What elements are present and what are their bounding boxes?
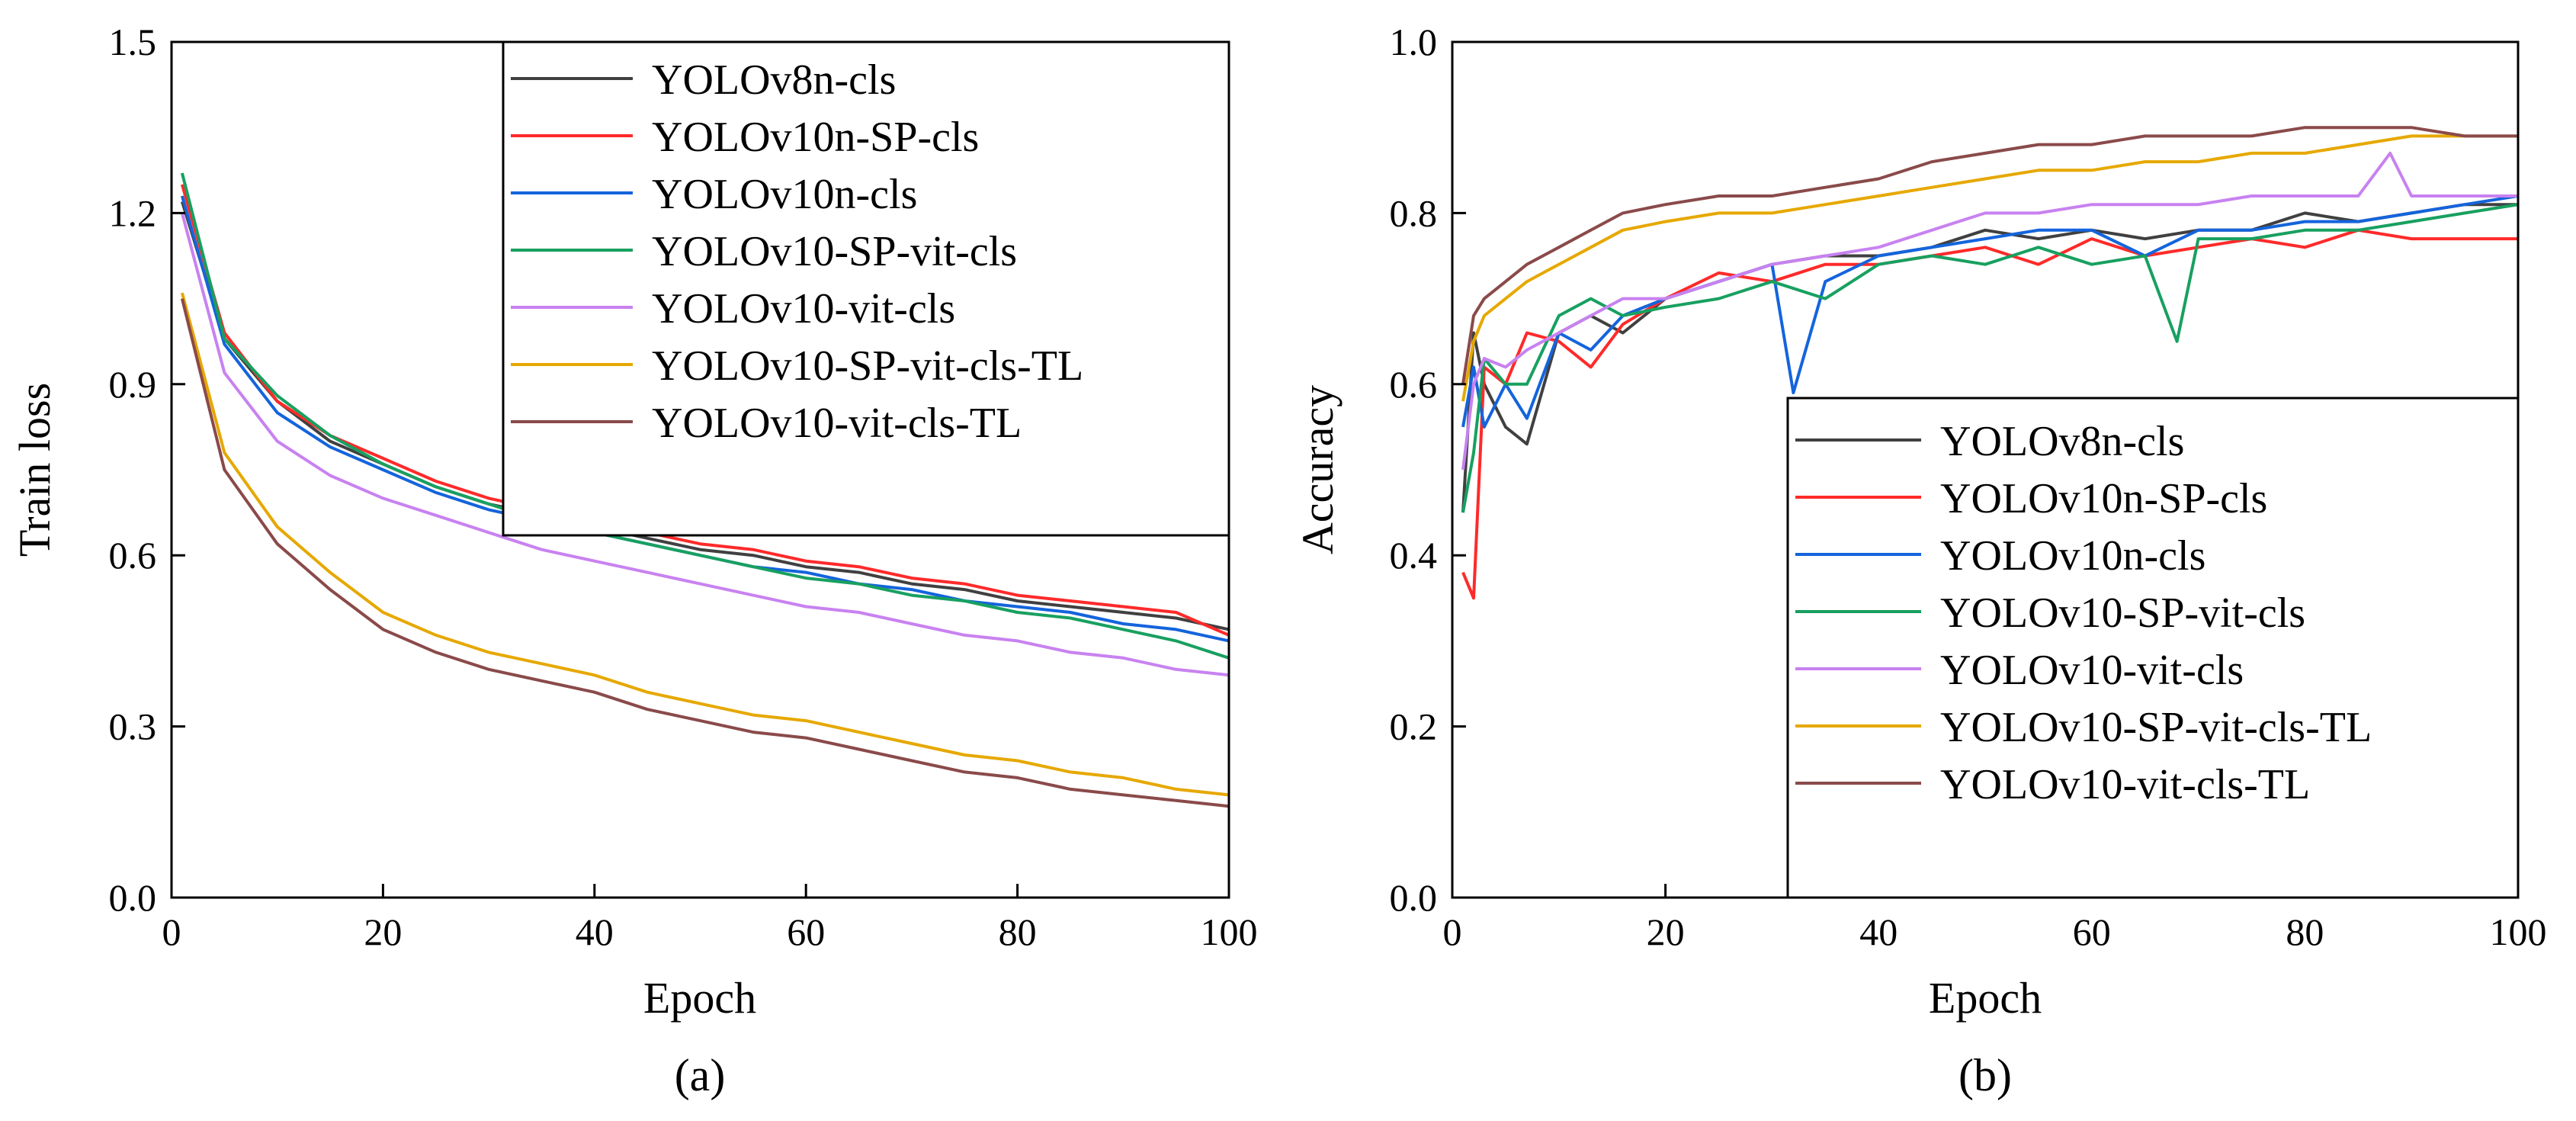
y-tick-label: 0.6: [109, 534, 157, 577]
series-line-yolov10-sp-vit-cls-tl: [1461, 134, 2518, 402]
legend: YOLOv8n-cls YOLOv10n-SP-cls YOLOv10n-cls YO…: [1786, 397, 2520, 899]
series-line-yolov10-vit-cls: [1461, 151, 2518, 471]
y-tick-label: 0.0: [1390, 876, 1438, 919]
legend-entry: YOLOv8n-cls: [652, 56, 896, 104]
legend-entry: YOLOv10n-SP-cls: [1940, 475, 2267, 522]
x-tick-label: 40: [576, 911, 614, 953]
legend-entry: YOLOv8n-cls: [1940, 418, 2184, 465]
series-line-yolov10-vit-cls: [180, 212, 1230, 677]
x-tick-label: 80: [2286, 911, 2324, 953]
x-tick-label: 0: [1443, 911, 1462, 953]
x-tick-label: 60: [787, 911, 825, 953]
legend-box: [502, 40, 1230, 537]
legend-entry: YOLOv10-vit-cls-TL: [1940, 761, 2310, 808]
y-tick-label: 1.5: [109, 21, 157, 63]
y-tick-label: 1.0: [1390, 21, 1438, 63]
x-tick-label: 20: [1647, 911, 1685, 953]
legend-entry: YOLOv10-vit-cls-TL: [652, 400, 1022, 447]
subplot-label: (a): [675, 1050, 726, 1100]
x-axis-label: Epoch: [643, 973, 756, 1023]
series-line-yolov10-vit-cls-tl: [180, 298, 1230, 808]
y-tick-label: 0.3: [109, 705, 157, 748]
subplot-label: (b): [1958, 1050, 2012, 1100]
legend-entry: YOLOv10-SP-vit-cls: [652, 228, 1017, 275]
x-tick-label: 40: [1859, 911, 1898, 953]
y-axis-label: Train loss: [10, 383, 59, 557]
x-axis-label: Epoch: [1929, 973, 2042, 1023]
legend: YOLOv8n-cls YOLOv10n-SP-cls YOLOv10n-cls YO…: [502, 40, 1230, 537]
y-tick-label: 0.2: [1390, 705, 1438, 748]
series-line-yolov10n-sp-cls: [180, 184, 1230, 637]
x-tick-label: 100: [1201, 911, 1258, 953]
panel-b-accuracy: 0 20 40 60 80 100 0.0 0.2 0.4 0.6 0.8 1.0 Epoch Acc…: [1293, 21, 2547, 1100]
legend-entry: YOLOv10n-cls: [1940, 532, 2205, 580]
y-tick-label: 0.8: [1390, 191, 1438, 234]
series-line-yolov10-sp-vit-cls: [1461, 203, 2519, 513]
x-tick-label: 60: [2073, 911, 2111, 953]
legend-entry: YOLOv10-SP-vit-cls-TL: [1940, 704, 2372, 751]
series-line-yolov8n-cls: [180, 201, 1230, 631]
y-tick-label: 0.4: [1390, 534, 1438, 577]
y-axis-label: Accuracy: [1293, 385, 1343, 554]
x-tick-label: 20: [364, 911, 402, 953]
x-tick-label: 0: [162, 911, 181, 953]
legend-entry: YOLOv10-SP-vit-cls-TL: [652, 342, 1083, 390]
series-line-yolov10-sp-vit-cls: [180, 172, 1230, 660]
series-layer: [180, 172, 1230, 808]
panel-a-train-loss: 0 20 40 60 80 100 0.0 0.3 0.6 0.9 1.2 1.5 Epoch Tra…: [10, 21, 1258, 1100]
series-line-yolov10-vit-cls-tl: [1461, 126, 2518, 385]
x-tick-label: 100: [2490, 911, 2547, 953]
series-layer: [1461, 126, 2519, 600]
y-tick-label: 1.2: [109, 191, 157, 234]
legend-entry: YOLOv10-SP-vit-cls: [1940, 589, 2305, 637]
legend-entry: YOLOv10n-cls: [652, 171, 917, 218]
legend-entry: YOLOv10-vit-cls: [1940, 647, 2244, 694]
legend-entry: YOLOv10-vit-cls: [652, 285, 955, 332]
y-tick-label: 0.6: [1390, 363, 1438, 406]
y-tick-label: 0.0: [109, 876, 157, 919]
legend-entry: YOLOv10n-SP-cls: [652, 114, 979, 161]
x-tick-label: 80: [999, 911, 1037, 953]
y-tick-label: 0.9: [109, 363, 157, 406]
legend-box: [1786, 397, 2520, 899]
series-line-yolov10n-cls: [1461, 194, 2519, 429]
series-line-yolov10-sp-vit-cls-tl: [180, 292, 1230, 797]
